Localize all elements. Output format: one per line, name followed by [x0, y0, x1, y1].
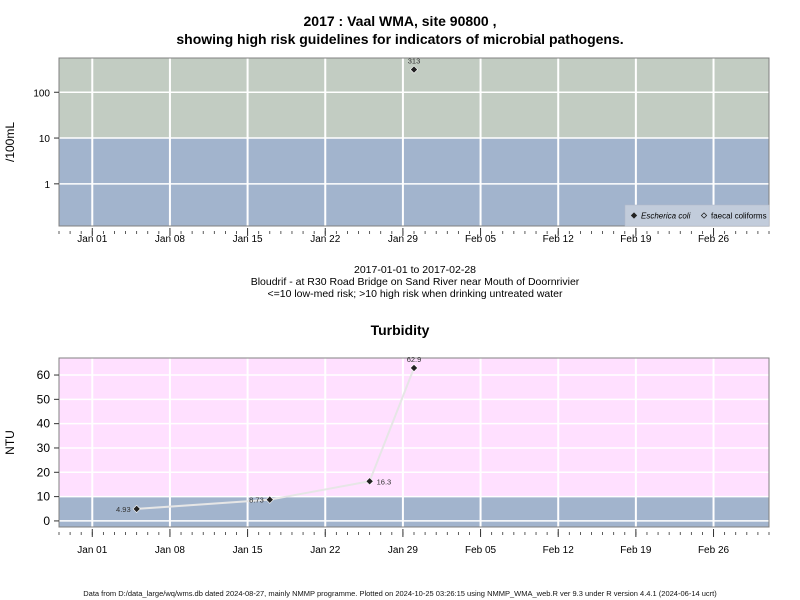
turbidity-data-label-1: 8.73	[249, 496, 264, 505]
date-range-caption: 2017-01-01 to 2017-02-28	[353, 264, 476, 276]
turbidity-data-point-2	[365, 477, 374, 486]
turbidity-risk-band-1	[59, 358, 769, 497]
turbidity-y-axis-label: NTU	[3, 430, 17, 455]
ecoli-x-tick-label-1: Jan 08	[155, 234, 185, 245]
ecoli-x-tick-label-0: Jan 01	[77, 234, 107, 245]
turbidity-ytick-label-2: 20	[37, 465, 51, 479]
site-description-caption: Bloudrif - at R30 Road Bridge on Sand Ri…	[250, 276, 580, 288]
ecoli-x-tick-label-2: Jan 15	[233, 234, 263, 245]
chart-title: 2017 : Vaal WMA, site 90800 ,	[303, 13, 497, 29]
legend-marker-1	[700, 212, 708, 219]
turbidity-x-tick-label-8: Feb 26	[698, 545, 730, 556]
ecoli-x-tick-label-8: Feb 26	[698, 234, 730, 245]
ecoli-x-tick-label-6: Feb 12	[543, 234, 575, 245]
legend-label-0: Escherica coli	[641, 212, 691, 221]
ecoli-ytick-label-0: 1	[44, 180, 50, 191]
turbidity-data-label-2: 16.3	[377, 477, 392, 486]
turbidity-data-point-3	[409, 363, 419, 372]
turbidity-panel-border	[58, 357, 770, 528]
turbidity-series-line	[136, 367, 415, 510]
turbidity-x-tick-label-4: Jan 29	[388, 545, 418, 556]
turbidity-x-tick-label-3: Jan 22	[310, 545, 340, 556]
ecoli-data-point-0	[409, 65, 419, 74]
legend-marker-0	[630, 212, 638, 219]
turbidity-ytick-label-6: 60	[37, 368, 51, 382]
turbidity-x-tick-label-6: Feb 12	[543, 545, 575, 556]
turbidity-ytick-label-5: 50	[37, 392, 51, 406]
turbidity-x-tick-label-0: Jan 01	[77, 545, 107, 556]
ecoli-ytick-label-2: 100	[33, 88, 50, 99]
ecoli-x-tick-label-5: Feb 05	[465, 234, 497, 245]
turbidity-risk-band-0	[59, 496, 769, 527]
turbidity-data-point-1	[265, 495, 274, 504]
ecoli-panel-border	[58, 57, 770, 227]
ecoli-x-tick-label-3: Jan 22	[310, 234, 340, 245]
footer-note: Data from D:/data_large/wq/wms.db dated …	[83, 589, 717, 598]
turbidity-ytick-label-3: 30	[37, 441, 51, 455]
risk-note-caption: <=10 low-med risk; >10 high risk when dr…	[267, 288, 563, 300]
turbidity-data-point-0	[132, 504, 141, 513]
turbidity-ytick-label-4: 40	[37, 417, 51, 431]
legend-box	[624, 204, 770, 227]
ecoli-ytick-label-1: 10	[39, 134, 51, 145]
turbidity-data-label-0: 4.93	[116, 505, 131, 514]
turbidity-x-tick-label-5: Feb 05	[465, 545, 497, 556]
turbidity-title: Turbidity	[370, 322, 430, 338]
ecoli-x-tick-label-7: Feb 19	[620, 234, 652, 245]
legend-label-1: faecal coliforms	[711, 212, 767, 221]
turbidity-ytick-label-1: 10	[37, 490, 51, 504]
turbidity-ytick-label-0: 0	[43, 514, 50, 528]
legend: Escherica coli faecal coliforms	[624, 204, 770, 227]
ecoli-y-axis-label: /100mL	[3, 122, 17, 162]
turbidity-x-tick-label-2: Jan 15	[233, 545, 263, 556]
turbidity-x-tick-label-1: Jan 08	[155, 545, 185, 556]
turbidity-data-label-3: 62.9	[407, 355, 422, 364]
ecoli-x-tick-label-4: Jan 29	[388, 234, 418, 245]
chart-subtitle: showing high risk guidelines for indicat…	[176, 31, 624, 47]
ecoli-data-label-0: 313	[408, 57, 421, 66]
turbidity-x-tick-label-7: Feb 19	[620, 545, 652, 556]
